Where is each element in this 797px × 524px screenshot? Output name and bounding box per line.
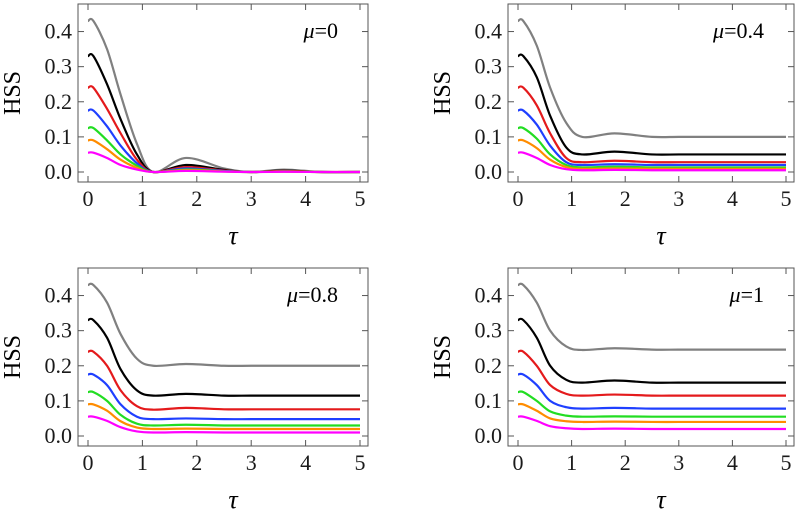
x-tick-label: 3 xyxy=(246,186,257,211)
y-axis-label: HSS xyxy=(0,335,26,379)
mu-annotation: μ=0 xyxy=(303,18,338,43)
y-tick-label: 0.4 xyxy=(475,283,503,308)
y-tick-label: 0.2 xyxy=(45,89,73,114)
plot-frame xyxy=(507,3,795,183)
x-axis-label: τ xyxy=(228,485,239,514)
x-axis-label: τ xyxy=(656,221,667,250)
y-tick-label: 0.3 xyxy=(45,54,73,79)
series-line-red xyxy=(517,85,786,164)
mu-annotation: μ=1 xyxy=(729,282,764,307)
x-axis-label: τ xyxy=(656,485,667,514)
y-tick-label: 0.1 xyxy=(475,124,503,149)
y-tick-label: 0.4 xyxy=(475,19,503,44)
y-axis-label: HSS xyxy=(0,71,26,115)
y-axis-label: HSS xyxy=(430,335,456,379)
series-line-orange xyxy=(517,138,786,170)
panel-2: 0 1 2 3 4 5 0.0 0.1 0.2 0.3 0.4 HSS τ μ=0.4 xyxy=(430,3,795,250)
y-tick-label: 0.1 xyxy=(45,388,73,413)
series-line-blue xyxy=(517,108,786,167)
y-tick-label: 0.4 xyxy=(45,283,73,308)
x-tick-label: 0 xyxy=(83,450,94,475)
x-tick-label: 4 xyxy=(300,450,311,475)
y-tick-label: 0.2 xyxy=(45,353,73,378)
series-line-gray xyxy=(517,18,786,139)
x-tick-label: 1 xyxy=(566,450,577,475)
y-tick-label: 0.3 xyxy=(45,318,73,343)
panel-4: 0 1 2 3 4 5 0.0 0.1 0.2 0.3 0.4 HSS τ μ=1 xyxy=(430,267,795,514)
y-tick-label: 0.0 xyxy=(45,423,73,448)
series-line-magenta xyxy=(517,151,786,172)
y-tick-label: 0.1 xyxy=(45,124,73,149)
x-tick-label: 3 xyxy=(246,450,257,475)
x-tick-label: 5 xyxy=(355,450,366,475)
plot-frame xyxy=(77,267,369,447)
series-line-black xyxy=(517,317,786,384)
x-tick-label: 2 xyxy=(191,186,202,211)
series-line-green xyxy=(517,390,786,418)
x-tick-label: 2 xyxy=(620,450,631,475)
x-tick-label: 5 xyxy=(781,186,792,211)
series-line-green xyxy=(517,126,786,169)
x-tick-label: 4 xyxy=(727,450,738,475)
plot-frame xyxy=(77,3,369,183)
y-tick-label: 0.3 xyxy=(475,54,503,79)
series-line-green xyxy=(87,390,360,427)
y-tick-label: 0.2 xyxy=(475,89,503,114)
x-tick-label: 3 xyxy=(673,186,684,211)
y-tick-label: 0.0 xyxy=(475,423,503,448)
y-tick-label: 0.0 xyxy=(45,159,73,184)
series-line-gray xyxy=(517,282,786,352)
x-tick-label: 1 xyxy=(566,186,577,211)
series-line-orange xyxy=(87,402,360,431)
series-line-magenta xyxy=(87,415,360,434)
x-tick-label: 5 xyxy=(355,186,366,211)
mu-annotation: μ=0.8 xyxy=(286,282,338,307)
y-tick-label: 0.3 xyxy=(475,318,503,343)
x-axis-label: τ xyxy=(228,221,239,250)
mu-annotation: μ=0.4 xyxy=(712,18,764,43)
series-line-blue xyxy=(87,372,360,421)
y-tick-label: 0.1 xyxy=(475,388,503,413)
series-line-orange xyxy=(517,402,786,424)
y-tick-label: 0.4 xyxy=(45,19,73,44)
plot-frame xyxy=(507,267,795,447)
x-tick-label: 0 xyxy=(513,450,524,475)
x-tick-label: 4 xyxy=(727,186,738,211)
series-line-red xyxy=(517,349,786,397)
series-line-red xyxy=(87,349,360,411)
series-line-magenta xyxy=(517,415,786,431)
series-line-black xyxy=(87,317,360,397)
y-axis-label: HSS xyxy=(430,71,456,115)
x-tick-label: 1 xyxy=(137,186,148,211)
series-line-blue xyxy=(517,372,786,410)
y-tick-label: 0.2 xyxy=(475,353,503,378)
x-tick-label: 3 xyxy=(673,450,684,475)
x-tick-label: 2 xyxy=(191,450,202,475)
series-line-magenta xyxy=(87,151,361,174)
series-line-black xyxy=(517,53,786,156)
panel-3: 0 1 2 3 4 5 0.0 0.1 0.2 0.3 0.4 HSS τ μ=0.8 xyxy=(0,267,369,514)
panel-1: 0 1 2 3 4 5 0.0 0.1 0.2 0.3 0.4 HSS τ μ=0 xyxy=(0,3,369,250)
y-tick-label: 0.0 xyxy=(475,159,503,184)
x-tick-label: 0 xyxy=(513,186,524,211)
x-tick-label: 1 xyxy=(137,450,148,475)
x-tick-label: 5 xyxy=(781,450,792,475)
series-line-gray xyxy=(87,282,360,368)
x-tick-label: 4 xyxy=(300,186,311,211)
x-tick-label: 2 xyxy=(620,186,631,211)
x-tick-label: 0 xyxy=(83,186,94,211)
series-line-red xyxy=(87,85,361,174)
